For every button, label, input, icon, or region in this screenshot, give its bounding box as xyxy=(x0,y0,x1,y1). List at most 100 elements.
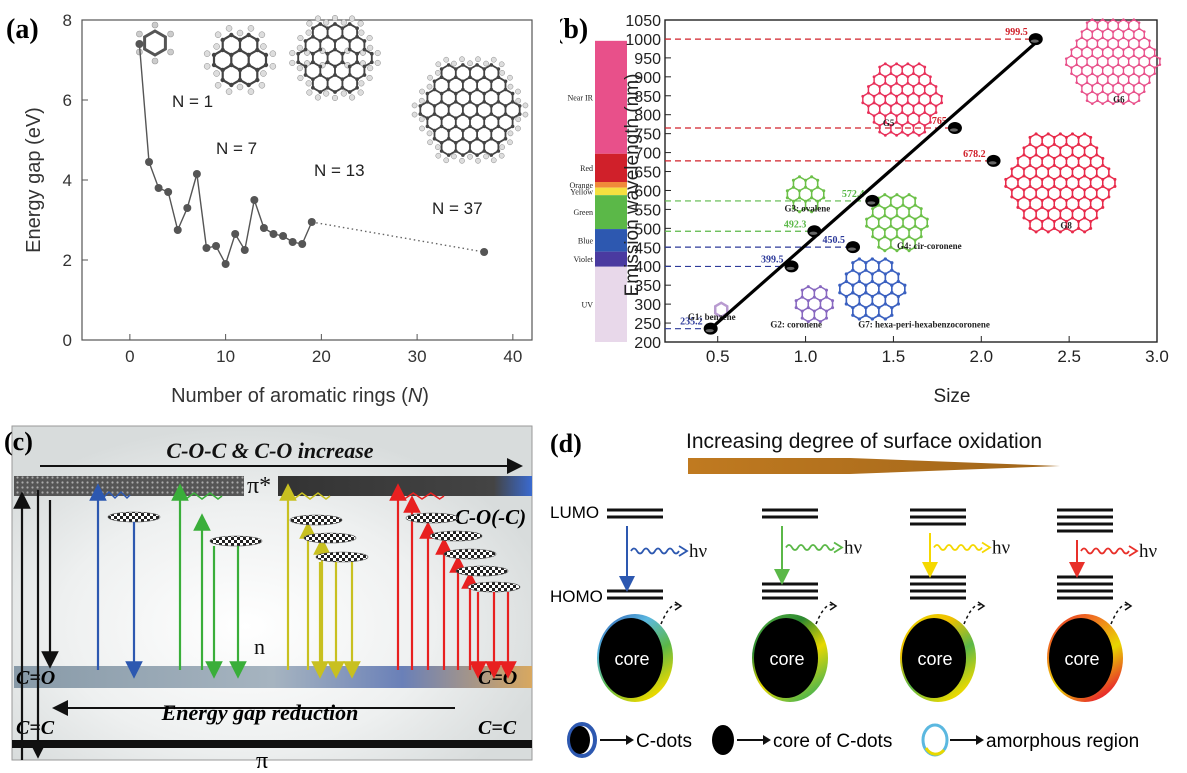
x-tick-label: 2.5 xyxy=(1057,347,1081,366)
n-label: n xyxy=(254,634,265,659)
molecule-n13 xyxy=(289,15,381,102)
legend-cdots: C-dots xyxy=(636,731,692,752)
x-tick-label: 1.0 xyxy=(794,347,818,366)
molecule-6 xyxy=(1064,18,1162,105)
y-tick-label: 600 xyxy=(634,183,661,200)
axis-ticks: 0.5 1.0 1.5 2.0 2.5 3.0 200 250 300 350 400 450 500 5… xyxy=(625,13,1168,366)
annotation-n7: N = 7 xyxy=(216,139,257,158)
data-point xyxy=(986,154,1001,167)
molecule-1 xyxy=(713,301,729,319)
band-label: UV xyxy=(581,300,593,309)
core-label: core xyxy=(1064,649,1099,669)
photon-wave xyxy=(630,547,680,555)
data-point xyxy=(784,260,799,273)
y-tick-label: 350 xyxy=(634,278,661,295)
y-tick-label: 950 xyxy=(634,51,661,68)
band-label: Orange xyxy=(569,181,593,190)
trap-state xyxy=(467,581,521,593)
data-point xyxy=(250,196,259,204)
molecule-label: G4: cir-coronene xyxy=(897,241,962,251)
x-tick-label: 0 xyxy=(125,347,134,366)
y-tick-label: 0 xyxy=(63,331,72,350)
band-label: Red xyxy=(580,164,593,173)
x-tick-label: 40 xyxy=(503,347,522,366)
data-point xyxy=(1028,33,1043,46)
y-axis-label: Energy gap (eV) xyxy=(23,107,45,253)
data-point xyxy=(135,40,144,48)
trap-state xyxy=(405,512,459,524)
y-axis-label: Emission wavelength (nm) xyxy=(622,74,643,297)
band-label: Yellow xyxy=(570,187,593,196)
panel-b-label: (b) xyxy=(560,14,588,45)
legend: C-dots core of C-dots amorphous region xyxy=(567,722,1139,758)
data-point xyxy=(221,260,230,268)
panel-a: (a) 0 10 20 30 40 0 2 4 6 8 N = 1 N = 7 N = 13 N … xyxy=(0,0,560,420)
y-tick-label: 750 xyxy=(634,127,661,144)
data-point xyxy=(202,244,211,252)
y-tick-label: 8 xyxy=(63,11,72,30)
value-label: 450.5 xyxy=(823,235,846,246)
band-orange xyxy=(595,182,627,188)
c-eq-o-right: C=O xyxy=(478,667,517,689)
dashed-arrow xyxy=(963,604,983,625)
trap-state xyxy=(107,511,161,523)
axis-ticks: 0 10 20 30 40 0 2 4 6 8 xyxy=(63,11,523,366)
data-point xyxy=(703,322,718,335)
data-point xyxy=(259,224,268,232)
core-label: core xyxy=(614,649,649,669)
band-label: Near IR xyxy=(567,93,593,102)
value-label: 678.2 xyxy=(963,149,986,160)
relaxation-wiggle xyxy=(99,490,131,500)
stage-3: hν core xyxy=(900,508,1011,702)
relaxation-wiggle xyxy=(289,492,331,500)
y-tick-label: 1050 xyxy=(625,13,661,30)
dashed-arrow xyxy=(660,604,680,625)
y-tick-label: 550 xyxy=(634,202,661,219)
core-sphere xyxy=(1049,618,1113,698)
relaxation-wiggle xyxy=(399,492,445,500)
y-tick-label: 2 xyxy=(63,251,72,270)
value-label: 999.5 xyxy=(1005,27,1027,38)
photon-wave xyxy=(785,544,835,551)
molecule-label: G8 xyxy=(1060,220,1072,230)
value-label: 399.5 xyxy=(761,254,784,265)
plot-frame xyxy=(664,19,1158,343)
molecule-label: G7: hexa-peri-hexabenzocoronene xyxy=(858,320,990,330)
core-sphere xyxy=(599,618,663,698)
panel-c: (c) C-O-C & C-O increase π* C=O C=O n C-… xyxy=(0,420,540,773)
extrapolation-line xyxy=(311,221,485,253)
oxidation-stages: hν core hν core hν core hν core xyxy=(597,508,1158,702)
data-point xyxy=(173,226,182,234)
trap-state xyxy=(455,565,509,577)
annotation-n37: N = 37 xyxy=(432,199,483,218)
data-point xyxy=(164,188,173,196)
lumo-label: LUMO xyxy=(550,503,599,522)
y-tick-label: 850 xyxy=(634,89,661,106)
molecule-images: G1: benzene G2: coronene G3: ovalene G4: ci… xyxy=(688,18,1162,330)
y-tick-label: 500 xyxy=(634,221,661,238)
band-green xyxy=(595,195,627,230)
panel-d: (d) Increasing degree of surface oxidati… xyxy=(540,420,1187,768)
c-eq-o-left: C=O xyxy=(16,667,55,689)
value-label: 765 xyxy=(932,116,947,127)
molecule-coronene xyxy=(203,25,277,95)
x-axis-label: Size xyxy=(934,386,971,407)
y-tick-label: 700 xyxy=(634,146,661,163)
molecule-2 xyxy=(794,285,835,324)
stage-1: hν core xyxy=(597,508,708,702)
x-tick-label: 2.0 xyxy=(969,347,993,366)
trap-state xyxy=(289,514,343,526)
data-point xyxy=(307,218,316,226)
value-label: 235.2 xyxy=(680,317,703,328)
band-yellow xyxy=(595,187,627,196)
legend-core-icon xyxy=(712,725,734,755)
panel-c-title: C-O-C & C-O increase xyxy=(166,438,373,463)
data-point xyxy=(480,248,489,256)
molecule-3 xyxy=(785,175,826,214)
y-tick-label: 400 xyxy=(634,259,661,276)
trap-state xyxy=(315,551,369,563)
photon-wave xyxy=(1080,547,1130,555)
data-point xyxy=(298,240,307,248)
